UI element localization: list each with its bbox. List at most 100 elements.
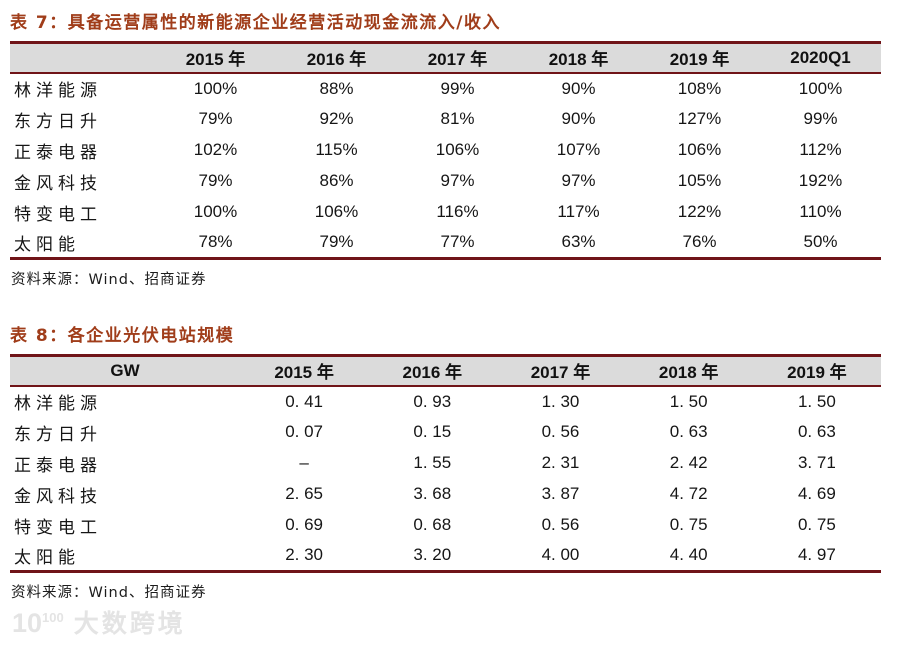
- value-cell: 97%: [440, 171, 475, 190]
- value-cell: 107%: [556, 140, 601, 159]
- table-row: 特变电工 0. 69 0. 68 0. 56 0. 75 0. 75: [10, 510, 881, 541]
- company-name-cell: 金风科技: [14, 173, 102, 194]
- column-header-2015: 2015 年: [240, 355, 369, 387]
- table7-section: 表 7：具备运营属性的新能源企业经营活动现金流流入/收入 2015 年 2016…: [10, 8, 897, 289]
- value-cell: 102%: [193, 140, 238, 159]
- company-name-cell: 特变电工: [14, 517, 102, 538]
- value-cell: 105%: [677, 171, 722, 190]
- value-cell: 99%: [803, 109, 838, 128]
- value-cell: 3. 20: [413, 545, 452, 565]
- value-cell: 0. 63: [797, 422, 836, 441]
- table7-body: 林洋能源 100% 88% 99% 90% 108% 100% 东方日升 79% 92% 81% 90…: [10, 73, 881, 259]
- value-cell: 79%: [198, 171, 233, 190]
- column-header-2016: 2016 年: [368, 355, 497, 387]
- table-row: 正泰电器 – 1. 55 2. 31 2. 42 3. 71: [10, 448, 881, 479]
- company-name-cell: 金风科技: [14, 486, 102, 507]
- value-cell: 4. 97: [797, 545, 836, 565]
- value-cell: 1. 30: [541, 391, 580, 411]
- value-cell: 0. 07: [285, 422, 323, 441]
- value-cell: 0. 75: [669, 515, 708, 534]
- value-cell: 115%: [315, 140, 358, 159]
- table-row: 特变电工 100% 106% 116% 117% 122% 110%: [10, 197, 881, 228]
- column-header-2020q1: 2020Q1: [760, 42, 881, 74]
- column-header-2017: 2017 年: [397, 42, 518, 74]
- value-cell: 63%: [561, 232, 596, 252]
- value-cell: 100%: [193, 202, 238, 221]
- value-cell: 50%: [803, 232, 838, 252]
- value-cell: 77%: [440, 232, 475, 252]
- table8-title: 表 8：各企业光伏电站规模: [10, 326, 235, 346]
- value-cell: 90%: [561, 109, 596, 128]
- value-cell: 79%: [198, 109, 233, 128]
- header-row: 2015 年 2016 年 2017 年 2018 年 2019 年 2020Q…: [10, 42, 881, 74]
- value-cell: 2. 31: [541, 453, 580, 472]
- table8-section: 表 8：各企业光伏电站规模 GW 2015 年 2016 年 2017 年 20…: [10, 321, 897, 602]
- table7-header: 2015 年 2016 年 2017 年 2018 年 2019 年 2020Q…: [10, 42, 881, 74]
- company-name-cell: 东方日升: [14, 111, 102, 132]
- company-name-cell: 正泰电器: [14, 455, 102, 476]
- company-name-cell: 太阳能: [14, 547, 80, 568]
- column-header-2016: 2016 年: [276, 42, 397, 74]
- value-cell: 127%: [677, 109, 722, 128]
- table-row: 金风科技 2. 65 3. 68 3. 87 4. 72 4. 69: [10, 479, 881, 510]
- value-cell: 100%: [798, 78, 843, 98]
- table8: GW 2015 年 2016 年 2017 年 2018 年 2019 年 林洋…: [10, 354, 881, 573]
- column-header-gw: GW: [10, 355, 240, 387]
- table-row: 东方日升 79% 92% 81% 90% 127% 99%: [10, 104, 881, 135]
- value-cell: 0. 68: [413, 515, 452, 534]
- value-cell: 99%: [440, 78, 475, 98]
- value-cell: 106%: [314, 202, 359, 221]
- value-cell: 0. 56: [541, 422, 580, 441]
- table-row: 正泰电器 102% 115% 106% 107% 106% 112%: [10, 135, 881, 166]
- table8-body: 林洋能源 0. 41 0. 93 1. 30 1. 50 1. 50 东方日升 0. 07 0.…: [10, 386, 881, 572]
- table-row: 林洋能源 0. 41 0. 93 1. 30 1. 50 1. 50: [10, 386, 881, 417]
- company-name-cell: 东方日升: [14, 424, 102, 445]
- 10100-logo-icon: 10100: [12, 608, 64, 638]
- value-cell: 76%: [682, 232, 717, 252]
- watermark: 10100 大数跨境: [12, 604, 186, 640]
- value-cell: 0. 69: [285, 515, 323, 534]
- value-cell: 2. 65: [285, 484, 323, 503]
- table-row: 太阳能 2. 30 3. 20 4. 00 4. 40 4. 97: [10, 541, 881, 572]
- value-cell: 86%: [319, 171, 354, 190]
- company-name-cell: 正泰电器: [14, 142, 102, 163]
- value-cell: 4. 72: [669, 484, 708, 503]
- table-row: 金风科技 79% 86% 97% 97% 105% 192%: [10, 166, 881, 197]
- value-cell: 0. 15: [413, 422, 452, 441]
- value-cell: 112%: [799, 140, 842, 159]
- value-cell: 116%: [436, 202, 479, 221]
- value-cell: 1. 50: [669, 391, 708, 411]
- table-row: 林洋能源 100% 88% 99% 90% 108% 100%: [10, 73, 881, 104]
- watermark-brand-text: 大数跨境: [73, 610, 186, 638]
- value-cell: 4. 40: [669, 545, 708, 565]
- value-cell: 2. 30: [285, 545, 323, 565]
- value-cell: 88%: [319, 78, 354, 98]
- column-header-2019: 2019 年: [752, 355, 881, 387]
- table-row: 东方日升 0. 07 0. 15 0. 56 0. 63 0. 63: [10, 417, 881, 448]
- value-cell: 0. 93: [413, 391, 452, 411]
- column-header-2019: 2019 年: [639, 42, 760, 74]
- value-cell: 0. 63: [669, 422, 708, 441]
- value-cell: 100%: [193, 78, 238, 98]
- value-cell: 4. 00: [541, 545, 580, 565]
- value-cell: 81%: [440, 109, 475, 128]
- value-cell: 192%: [798, 171, 843, 190]
- value-cell: 78%: [198, 232, 233, 252]
- column-header-2017: 2017 年: [496, 355, 625, 387]
- table7-source: 资料来源：Wind、招商证券: [11, 272, 207, 288]
- table8-source: 资料来源：Wind、招商证券: [11, 585, 207, 601]
- value-cell: 2. 42: [669, 453, 708, 472]
- value-cell: 0. 75: [797, 515, 836, 534]
- value-cell: 122%: [677, 202, 722, 221]
- value-cell: 106%: [677, 140, 722, 159]
- value-cell: 1. 50: [797, 391, 836, 411]
- value-cell: 3. 68: [413, 484, 452, 503]
- value-cell: 0. 41: [285, 391, 323, 411]
- value-cell: 79%: [319, 232, 354, 252]
- column-header-2015: 2015 年: [155, 42, 276, 74]
- value-cell: 4. 69: [797, 484, 836, 503]
- value-cell: –: [299, 453, 309, 472]
- value-cell: 117%: [557, 202, 600, 221]
- watermark-logo-exponent: 100: [42, 610, 64, 625]
